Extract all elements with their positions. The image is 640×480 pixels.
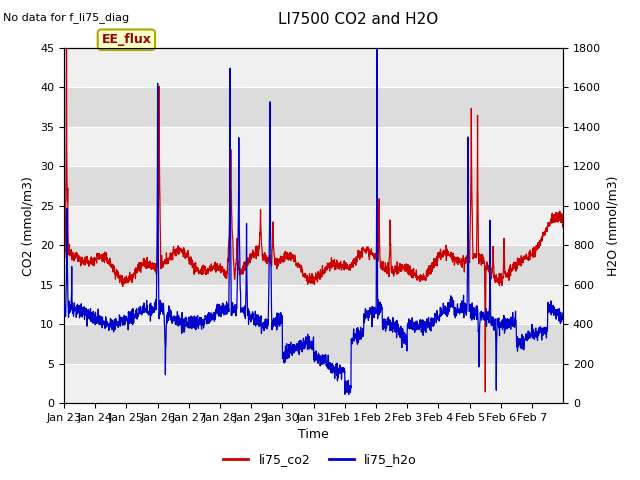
Bar (64, 285, 563, 324)
Bar (64, 48, 563, 87)
Y-axis label: CO2 (mmol/m3): CO2 (mmol/m3) (22, 176, 35, 276)
Y-axis label: H2O (mmol/m3): H2O (mmol/m3) (607, 175, 620, 276)
Bar (64, 324, 563, 364)
Bar (64, 364, 563, 403)
Text: LI7500 CO2 and H2O: LI7500 CO2 and H2O (278, 12, 438, 27)
Bar (64, 87, 563, 127)
Bar (64, 127, 563, 167)
Text: EE_flux: EE_flux (101, 33, 151, 46)
Legend: li75_co2, li75_h2o: li75_co2, li75_h2o (218, 448, 422, 471)
X-axis label: Time: Time (298, 429, 329, 442)
Bar (64, 167, 563, 206)
Bar (64, 206, 563, 245)
Text: No data for f_li75_diag: No data for f_li75_diag (3, 12, 129, 23)
Bar (64, 245, 563, 285)
